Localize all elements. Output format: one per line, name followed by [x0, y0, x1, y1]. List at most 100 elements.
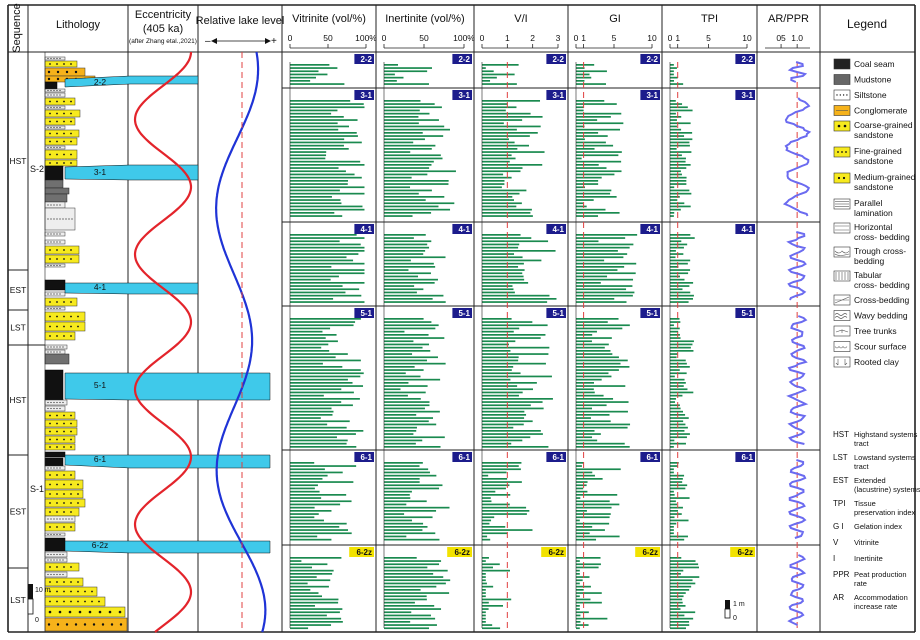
inertinite-bar [384, 346, 423, 349]
inertinite-bar [384, 288, 424, 291]
eccentricity-source: (after Zhang etal.,2021) [129, 38, 197, 45]
vitrinite-bar [290, 433, 356, 435]
vitrinite-bar [290, 122, 338, 125]
tpi-bar [670, 128, 682, 131]
vitrinite-bar [290, 627, 309, 630]
abbreviation-text: Lowstand systems tract [854, 453, 916, 471]
silt-dot [56, 146, 58, 149]
gi-bar [576, 189, 612, 192]
silt-dot [47, 346, 49, 348]
vitrinite-bar [290, 359, 361, 362]
seam-label-box [546, 90, 566, 100]
sand-grain [63, 100, 65, 103]
vi-bar [482, 285, 513, 287]
vitrinite-bar [290, 202, 342, 205]
sand-grain [56, 438, 58, 441]
inertinite-bar [384, 394, 408, 397]
silt-dot [53, 307, 55, 310]
inertinite-bar [384, 144, 436, 147]
sand-grain [63, 483, 65, 486]
tpi-bar [670, 106, 688, 109]
vi-bar [482, 173, 504, 176]
tpi-bar [670, 269, 691, 271]
inertinite-bar [384, 234, 426, 236]
tpi-bar [670, 278, 685, 281]
silt-dot [47, 241, 49, 243]
silt-dot [50, 401, 52, 404]
sand-grain [63, 566, 65, 568]
lith-coal [44, 279, 66, 291]
vitrinite-bar [290, 420, 350, 423]
tpi-bar [670, 522, 677, 525]
silt-dot [50, 351, 52, 353]
silt-dot [59, 57, 61, 60]
inertinite-bar [384, 180, 449, 182]
sand-grain [70, 162, 72, 164]
silt-dot [50, 346, 52, 348]
gi-bar [576, 474, 595, 477]
inertinite-bar [384, 519, 412, 522]
inertinite-bar [384, 391, 426, 394]
vitrinite-bar [290, 157, 326, 160]
inertinite-bar [384, 601, 415, 604]
seam-label-box [452, 452, 472, 462]
seam-label: 4-1 [458, 225, 470, 234]
silt-dot [56, 106, 58, 109]
vitrinite-bar [290, 471, 343, 474]
gi-bar [576, 388, 594, 391]
inertinite-bar [384, 64, 399, 66]
seam-lith-label: 6-2z [92, 540, 109, 550]
gi-bar [576, 487, 584, 490]
legend-pattern [834, 345, 848, 349]
tpi-bar [670, 407, 681, 410]
vitrinite-bar [290, 532, 352, 535]
legend-dot [842, 176, 846, 180]
sand-grain [63, 511, 65, 513]
legend-dot [839, 94, 841, 96]
inertinite-bar [384, 497, 411, 499]
cong-pebble [119, 623, 123, 626]
silt-dot [47, 573, 49, 576]
vitrinite-bar [290, 490, 320, 493]
inertinite-bar [384, 484, 443, 487]
sand-grain [91, 590, 93, 593]
vitrinite-bar [290, 513, 319, 515]
vitrinite-bar [290, 109, 338, 112]
silt-dot [53, 57, 55, 60]
legend-pattern [835, 329, 849, 333]
gi-bar [576, 154, 619, 157]
tpi-bar [670, 614, 685, 617]
vitrinite-bar [290, 526, 340, 528]
inertinite-bar [384, 330, 405, 333]
silt-dot [59, 533, 61, 536]
vitrinite-bar [290, 579, 331, 582]
tpi-bar [670, 334, 680, 336]
vitrinite-bar [290, 154, 327, 157]
sand-grain [63, 493, 65, 495]
seam-label: 2-2 [741, 55, 753, 64]
seam-lith-label: 4-1 [94, 282, 107, 292]
tpi-bar [670, 327, 680, 330]
silt-dot [59, 518, 61, 520]
silt-dot [47, 559, 49, 561]
inertinite-bar [384, 212, 432, 214]
inertinite-bar [384, 624, 437, 626]
vitrinite-bar [290, 125, 349, 128]
vitrinite-bar [290, 186, 365, 189]
vitrinite-bar [290, 324, 354, 327]
gi-bar [576, 170, 622, 173]
vitrinite-bar [290, 576, 317, 578]
silt-dot [50, 533, 52, 536]
vi-bar [482, 250, 556, 252]
silt-dot [50, 106, 52, 109]
lith-sandstone [44, 606, 126, 618]
vi-bar [482, 324, 548, 327]
tpi-bar [670, 253, 684, 255]
inertinite-bar [384, 262, 434, 265]
tpi-bar [670, 563, 699, 566]
tpi-bar [670, 510, 679, 512]
lith-coal [44, 457, 64, 467]
sand-grain [56, 112, 58, 115]
vi-tick-label: 0 [480, 33, 485, 43]
vi-bar [482, 617, 486, 620]
